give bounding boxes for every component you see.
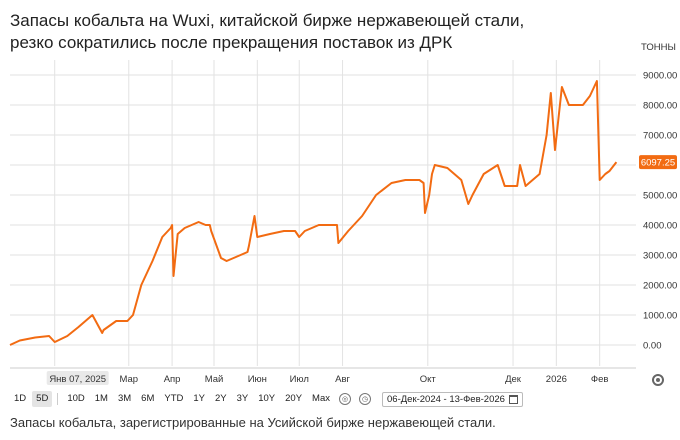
x-tick-label: Июн [248, 374, 267, 385]
settings-gear-icon[interactable] [652, 374, 664, 386]
range-button-max[interactable]: Max [312, 393, 330, 404]
y-tick-label: 7000.00 [643, 131, 677, 142]
range-button-1m[interactable]: 1M [94, 393, 108, 404]
y-tick-label: 5000.00 [643, 191, 677, 202]
range-button-ytd[interactable]: YTD [164, 393, 184, 404]
x-tick-label: Июл [290, 374, 309, 385]
x-tick-highlight [46, 371, 109, 385]
range-button-20y[interactable]: 20Y [285, 393, 303, 404]
compare-icon[interactable]: ◎ [339, 393, 351, 405]
range-button-1y[interactable]: 1Y [193, 393, 205, 404]
range-button-1d[interactable]: 1D [14, 393, 27, 404]
range-button-10d[interactable]: 10D [67, 393, 85, 404]
y-tick-label: 9000.00 [643, 71, 677, 82]
calendar-icon [508, 394, 518, 404]
x-tick-label: Апр [164, 374, 181, 385]
date-range-label: 06-Дек-2024 - 13-Фев-2026 [387, 393, 505, 405]
x-tick-label: Авг [335, 374, 350, 385]
chart-title-line1: Запасы кобальта на Wuxi, китайской бирже… [10, 11, 525, 30]
x-tick-label: 2026 [546, 374, 567, 385]
toolbar-divider [57, 393, 59, 405]
range-button-10y[interactable]: 10Y [258, 393, 276, 404]
chart-caption: Запасы кобальта, зарегистрированные на У… [10, 415, 496, 430]
y-tick-label: 8000.00 [643, 101, 677, 112]
range-toolbar: 1D 5D 10D 1M 3M 6M YTD 1Y 2Y 3Y 10Y 20Y … [10, 391, 523, 407]
chart-title: Запасы кобальта на Wuxi, китайской бирже… [10, 10, 610, 54]
x-tick-label: Фев [591, 374, 609, 385]
y-tick-label: 4000.00 [643, 221, 677, 232]
x-tick-label: Мар [119, 374, 138, 385]
range-button-2y[interactable]: 2Y [214, 393, 227, 404]
y-unit-label: ТОННЫ [641, 42, 676, 53]
x-tick-label: Окт [420, 374, 437, 385]
date-range-picker[interactable]: 06-Дек-2024 - 13-Фев-2026 [382, 391, 523, 407]
range-button-6m[interactable]: 6M [141, 393, 155, 404]
last-value-label: 6097.25 [641, 158, 675, 169]
y-tick-label: 2000.00 [643, 281, 677, 292]
last-value-badge [639, 155, 677, 170]
y-tick-label: 0.00 [643, 341, 662, 352]
y-tick-label: 1000.00 [643, 311, 677, 322]
range-button-3y[interactable]: 3Y [236, 393, 249, 404]
chart-title-line2: резко сократились после прекращения пост… [10, 33, 453, 52]
x-tick-label: Янв 07, 2025 [49, 374, 106, 385]
range-button-3m[interactable]: 3M [117, 393, 132, 404]
x-tick-label: Дек [505, 374, 522, 385]
series-line [9, 80, 618, 346]
x-tick-label: Май [205, 374, 224, 385]
range-button-5d[interactable]: 5D [32, 391, 53, 407]
history-icon[interactable]: ◷ [359, 393, 371, 405]
y-tick-label: 3000.00 [643, 251, 677, 262]
